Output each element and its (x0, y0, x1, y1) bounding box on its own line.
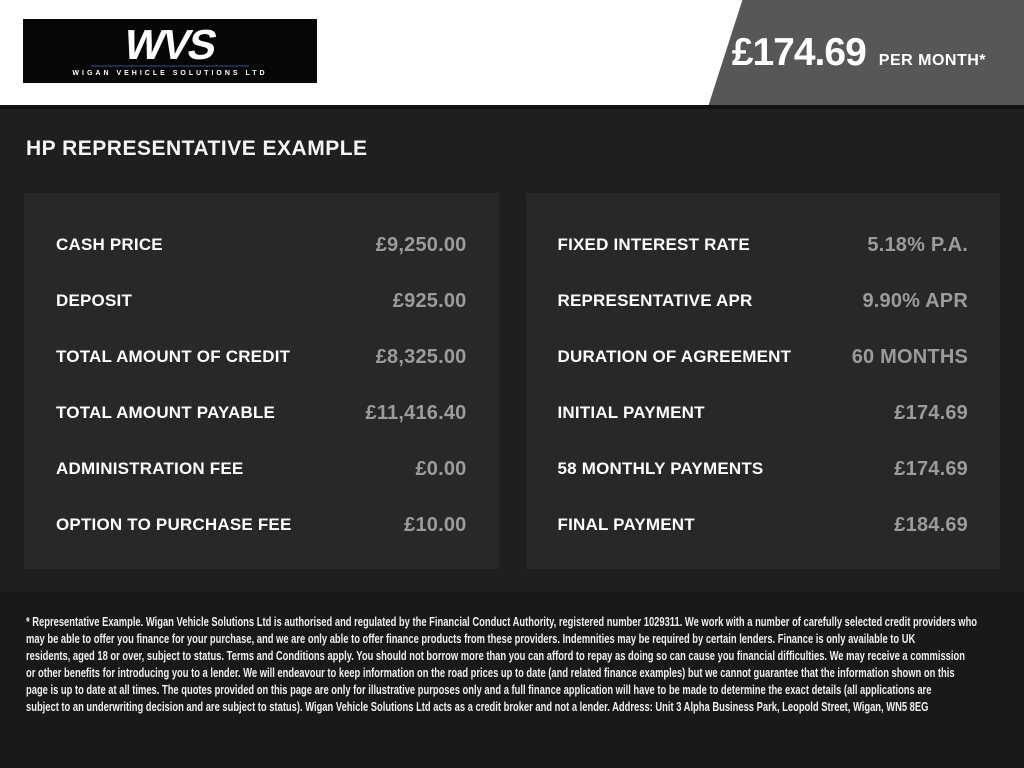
disclaimer-text: page is up to date at all times. The quo… (26, 683, 932, 697)
row-label-monthly-payments: 58 MONTHLY PAYMENTS (557, 459, 764, 478)
disclaimer-text: may be able to offer you finance for you… (26, 632, 916, 646)
row-label-final-payment: FINAL PAYMENT (557, 515, 695, 534)
row-label-deposit: DEPOSIT (56, 291, 133, 310)
disclaimer-text: residents, aged 18 or over, subject to s… (26, 649, 965, 663)
row-value-monthly-payments: £174.69 (894, 457, 968, 480)
row-value-cash-price: £9,250.00 (375, 233, 467, 256)
logo-subtitle-text: WIGAN VEHICLE SOLUTIONS LTD (72, 69, 268, 77)
finance-panel-left: CASH PRICE £9,250.00 DEPOSIT £925.00 TOT… (24, 193, 499, 569)
row-label-interest-rate: FIXED INTEREST RATE (557, 235, 750, 254)
disclaimer-text: subject to an underwriting decision and … (26, 700, 929, 714)
disclaimer-text: or other benefits for introducing you to… (26, 666, 955, 680)
table-row: DURATION OF AGREEMENT 60 MONTHS (558, 329, 969, 385)
table-row: REPRESENTATIVE APR 9.90% APR (558, 273, 969, 329)
row-value-duration: 60 MONTHS (851, 345, 968, 368)
row-label-total-payable: TOTAL AMOUNT PAYABLE (56, 403, 276, 422)
wvs-logo: WVS WIGAN VEHICLE SOLUTIONS LTD (23, 19, 317, 83)
table-row: CASH PRICE £9,250.00 (56, 217, 467, 273)
row-label-admin-fee: ADMINISTRATION FEE (56, 459, 244, 478)
table-row: INITIAL PAYMENT £174.69 (558, 385, 969, 441)
row-value-final-payment: £184.69 (894, 513, 968, 536)
representative-example-section: HP REPRESENTATIVE EXAMPLE CASH PRICE £9,… (0, 105, 1024, 592)
price-banner: £174.69 PER MONTH* (708, 0, 1024, 105)
finance-panels: CASH PRICE £9,250.00 DEPOSIT £925.00 TOT… (24, 193, 1000, 569)
row-value-apr: 9.90% APR (862, 289, 968, 312)
disclaimer-text: * Representative Example. Wigan Vehicle … (26, 615, 978, 629)
row-label-cash-price: CASH PRICE (56, 235, 163, 254)
row-label-apr: REPRESENTATIVE APR (557, 291, 753, 310)
table-row: FINAL PAYMENT £184.69 (558, 497, 969, 553)
row-value-total-credit: £8,325.00 (375, 345, 467, 368)
monthly-price-period: PER MONTH* (878, 52, 986, 69)
monthly-price: £174.69 (731, 31, 867, 74)
row-value-interest-rate: 5.18% P.A. (867, 233, 968, 256)
page-title: HP REPRESENTATIVE EXAMPLE (26, 137, 368, 160)
table-row: OPTION TO PURCHASE FEE £10.00 (56, 497, 467, 553)
logo-divider (91, 64, 249, 67)
row-value-initial-payment: £174.69 (894, 401, 968, 424)
row-label-option-fee: OPTION TO PURCHASE FEE (56, 515, 292, 534)
disclaimer-section: * Representative Example. Wigan Vehicle … (0, 592, 1024, 768)
table-row: TOTAL AMOUNT PAYABLE £11,416.40 (56, 385, 467, 441)
row-label-duration: DURATION OF AGREEMENT (557, 347, 792, 366)
row-label-total-credit: TOTAL AMOUNT OF CREDIT (56, 347, 291, 366)
header: £174.69 PER MONTH* WVS WIGAN VEHICLE SOLU… (0, 0, 1024, 105)
table-row: ADMINISTRATION FEE £0.00 (56, 441, 467, 497)
row-label-initial-payment: INITIAL PAYMENT (557, 403, 705, 422)
table-row: DEPOSIT £925.00 (56, 273, 467, 329)
finance-panel-right: FIXED INTEREST RATE 5.18% P.A. REPRESENT… (525, 193, 1000, 569)
table-row: TOTAL AMOUNT OF CREDIT £8,325.00 (56, 329, 467, 385)
table-row: 58 MONTHLY PAYMENTS £174.69 (558, 441, 969, 497)
table-row: FIXED INTEREST RATE 5.18% P.A. (558, 217, 969, 273)
row-value-admin-fee: £0.00 (415, 457, 467, 480)
row-value-total-payable: £11,416.40 (365, 401, 467, 424)
logo-brand-text: WVS (120, 20, 220, 68)
row-value-deposit: £925.00 (392, 289, 467, 312)
row-value-option-fee: £10.00 (404, 513, 467, 536)
